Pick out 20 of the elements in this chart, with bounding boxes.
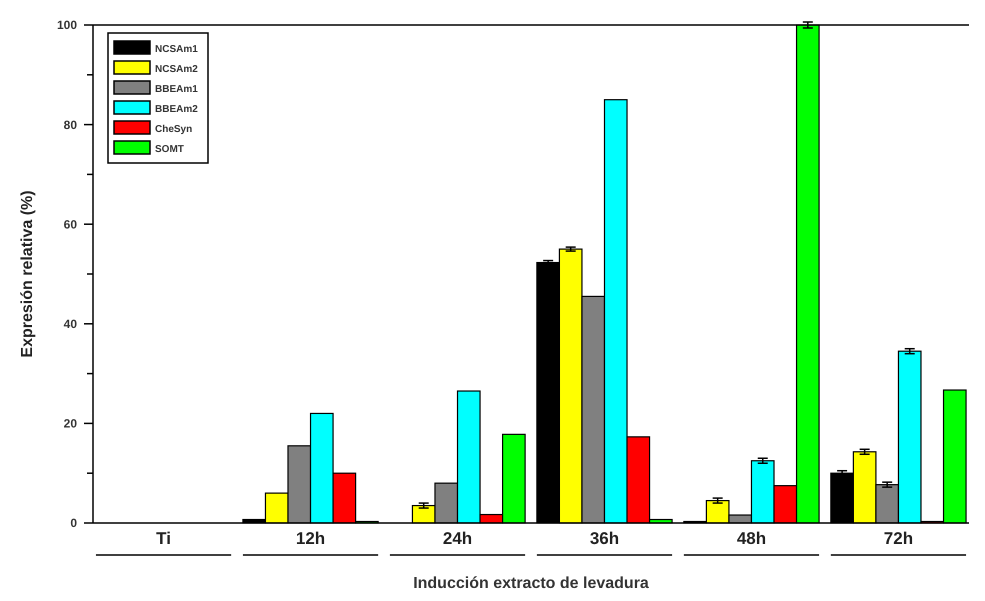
x-tick-label: 36h: [590, 529, 620, 548]
x-tick-label: 72h: [884, 529, 914, 548]
legend-label: SOMT: [155, 144, 184, 155]
legend-label: BBEAm2: [155, 104, 198, 115]
y-tick-label: 100: [56, 18, 78, 32]
x-tick-label: Ti: [156, 529, 171, 548]
x-axis-title: Inducción extracto de levadura: [413, 575, 649, 592]
x-tick-label: 24h: [442, 529, 472, 548]
legend-label: BBEAm1: [155, 84, 198, 95]
x-tick-label: 48h: [736, 529, 766, 548]
y-tick-label: 40: [64, 317, 78, 331]
y-axis-title: Expresión relativa (%): [19, 190, 36, 358]
y-tick-label: 0: [70, 516, 78, 530]
x-tick-label: 12h: [296, 529, 326, 548]
y-tick-label: 60: [64, 217, 78, 232]
legend-label: NCSAm1: [155, 44, 198, 55]
legend-label: NCSAm2: [155, 64, 198, 75]
y-tick-label: 80: [64, 118, 78, 132]
y-tick-label: 20: [64, 416, 78, 431]
legend-label: CheSyn: [155, 124, 192, 135]
